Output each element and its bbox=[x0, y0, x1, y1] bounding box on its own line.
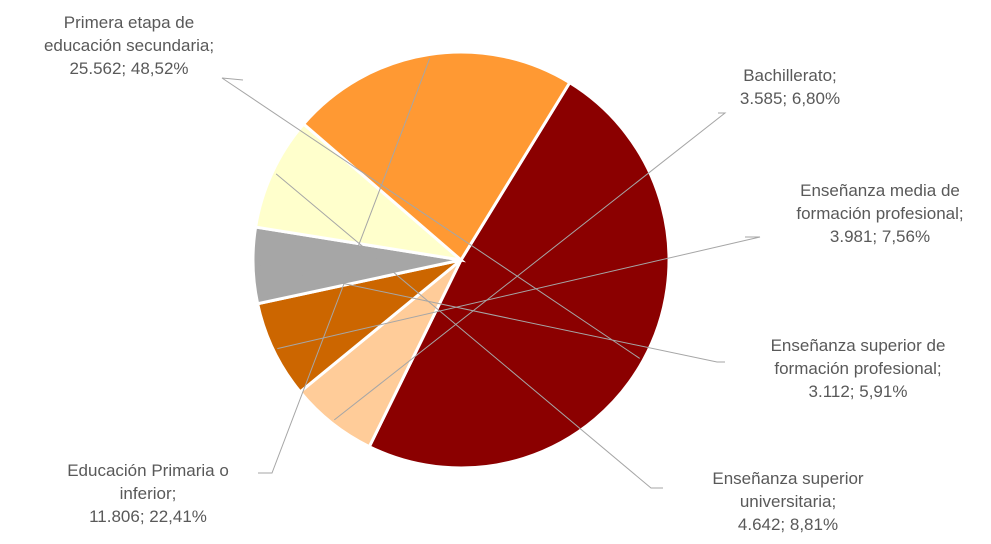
data-label-line: educación secundaria; bbox=[44, 36, 214, 55]
data-label-line: Bachillerato; bbox=[743, 66, 837, 85]
data-label-line: 25.562; 48,52% bbox=[69, 59, 188, 78]
data-label-line: Enseñanza superior bbox=[712, 469, 864, 488]
data-label-line: inferior; bbox=[120, 484, 177, 503]
data-label-line: 11.806; 22,41% bbox=[89, 507, 207, 526]
leader-line bbox=[277, 236, 761, 350]
leader-line bbox=[258, 58, 431, 474]
data-label-line: Enseñanza superior de bbox=[771, 336, 946, 355]
data-label-line: Enseñanza media de bbox=[800, 181, 960, 200]
leader-lines bbox=[221, 58, 761, 489]
data-label-line: 3.585; 6,80% bbox=[740, 89, 840, 108]
data-label-line: universitaria; bbox=[740, 492, 836, 511]
data-label-line: formación profesional; bbox=[796, 204, 963, 223]
data-label: Bachillerato; 3.585; 6,80% bbox=[740, 66, 840, 108]
data-label-line: 3.112; 5,91% bbox=[809, 382, 908, 401]
data-label-line: Educación Primaria o bbox=[67, 461, 229, 480]
pie-slices bbox=[251, 50, 671, 470]
data-label-line: Primera etapa de bbox=[64, 13, 194, 32]
data-label: Enseñanza media de formación profesional;… bbox=[796, 181, 963, 246]
pie-slice bbox=[253, 121, 466, 263]
leader-line bbox=[256, 264, 725, 363]
data-label-line: 4.642; 8,81% bbox=[738, 515, 838, 534]
data-labels: Primera etapa de educación secundaria; 25.… bbox=[44, 13, 964, 534]
data-label: Educación Primaria o inferior; 11.806; 22,… bbox=[67, 461, 229, 526]
leader-line bbox=[333, 112, 727, 421]
data-label-line: 3.981; 7,56% bbox=[830, 227, 930, 246]
pie-slice bbox=[301, 50, 572, 263]
data-label-line: formación profesional; bbox=[774, 359, 941, 378]
leader-line bbox=[275, 173, 663, 489]
leader-line bbox=[221, 77, 640, 359]
data-label: Enseñanza superior de formación profesion… bbox=[771, 336, 946, 401]
data-label: Enseñanza superior universitaria; 4.642; 8… bbox=[712, 469, 864, 534]
data-label: Primera etapa de educación secundaria; 25.… bbox=[44, 13, 214, 78]
